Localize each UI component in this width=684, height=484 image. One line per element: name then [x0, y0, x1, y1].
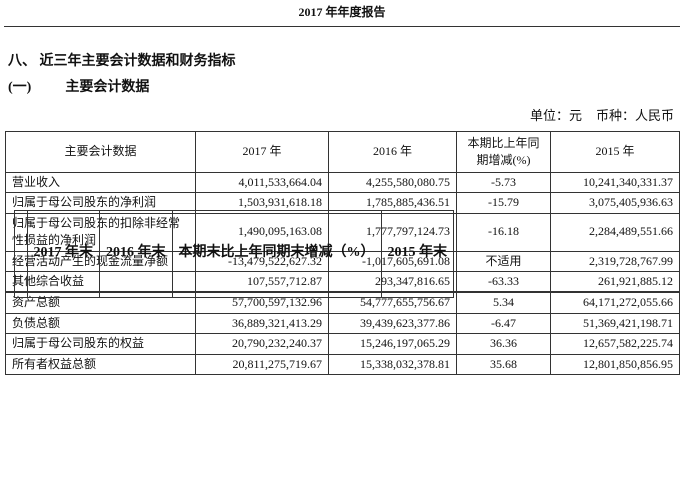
- column-header: 2015 年末: [380, 209, 454, 298]
- row-label: 归属于母公司股东的权益: [5, 333, 196, 355]
- cell-value: -15.79: [456, 192, 551, 214]
- cell-value: 3,075,405,936.63: [550, 192, 680, 214]
- cell-value: 15,338,032,378.81: [328, 353, 457, 375]
- table-row: 营业收入 4,011,533,664.04 4,255,580,080.75 -5.7…: [5, 171, 680, 194]
- cell-value: 35.68: [456, 353, 551, 375]
- column-header: 2015 年: [550, 131, 680, 173]
- cell-value: 36.36: [456, 333, 551, 355]
- accounting-data-table: 主要会计数据 2017 年 2016 年本期比上年同期增减(%) 2015 年营业收入…: [5, 131, 680, 375]
- table-row: 归属于母公司股东的净利润 1,503,931,618.18 1,785,885,43…: [5, 192, 680, 214]
- page-header: 2017 年年度报告: [298, 5, 386, 19]
- table-header-row: 主要会计数据 2017 年 2016 年本期比上年同期增减(%) 2015 年: [5, 131, 680, 173]
- cell-value: 2,284,489,551.66: [550, 212, 680, 252]
- column-header: 主要会计数据: [5, 131, 196, 173]
- cell-value: 36,889,321,413.29: [195, 312, 329, 335]
- cell-value: 51,369,421,198.71: [550, 312, 680, 335]
- column-header: 本期比上年同期增减(%): [456, 131, 551, 173]
- cell-value: 39,439,623,377.86: [328, 312, 457, 335]
- table-row: 负债总额 36,889,321,413.29 39,439,623,377.86 -6…: [5, 312, 680, 335]
- currency-label: 币种：人民币: [595, 108, 674, 123]
- cell-value: 15,246,197,065.29: [328, 333, 457, 355]
- column-header: 2016 年: [328, 131, 457, 173]
- table-header-row: 2017 年末 2016 年末 本期末比上年同期末增减（%） 2015 年末: [13, 209, 455, 298]
- cell-value: 12,801,850,856.95: [550, 353, 680, 375]
- cell-value: 261,921,885.12: [550, 270, 680, 293]
- row-label: 所有者权益总额: [5, 353, 196, 375]
- column-header: 2017 年末: [26, 209, 100, 298]
- unit-line: 单位：元 币种：人民币: [516, 107, 674, 125]
- cell-value: 64,171,272,055.66: [550, 292, 680, 314]
- unit-label: 单位：元: [529, 108, 582, 123]
- subsection-number: (一): [8, 80, 32, 95]
- cell-value: 2,319,728,767.99: [550, 250, 680, 272]
- cell-value: 12,657,582,225.74: [550, 333, 680, 355]
- cell-value: 20,790,232,240.37: [195, 333, 329, 355]
- cell-value: 不适用: [456, 250, 551, 272]
- table-row: 所有者权益总额 20,811,275,719.67 15,338,032,378.8…: [5, 353, 680, 375]
- cell-value: 4,255,580,080.75: [328, 171, 457, 194]
- cell-value: 20,811,275,719.67: [195, 353, 329, 375]
- column-header: 2016 年末: [99, 209, 173, 298]
- row-label: 负债总额: [5, 312, 196, 335]
- cell-value: -63.33: [456, 270, 551, 293]
- cell-value: -5.73: [456, 171, 551, 194]
- cell-value: 4,011,533,664.04: [195, 171, 329, 194]
- column-header: [13, 209, 28, 298]
- cell-value: -16.18: [456, 212, 551, 252]
- subsection-label: 主要会计数据: [65, 80, 150, 95]
- header-rule: [4, 26, 680, 27]
- subsection-title: (一) 主要会计数据: [8, 78, 149, 98]
- column-header: 本期末比上年同期末增减（%）: [171, 209, 382, 298]
- table-row: 归属于母公司股东的权益 20,790,232,240.37 15,246,197,0…: [5, 333, 680, 355]
- cell-value: 5.34: [456, 292, 551, 314]
- cell-value: 10,241,340,331.37: [550, 171, 680, 194]
- column-header: 2017 年: [195, 131, 329, 173]
- cell-value: -6.47: [456, 312, 551, 335]
- table-row: 资产总额 57,700,597,132.96 54,777,655,756.67 5.…: [5, 292, 680, 314]
- section-title: 八、 近三年主要会计数据和财务指标: [8, 54, 236, 69]
- row-label: 营业收入: [5, 171, 196, 194]
